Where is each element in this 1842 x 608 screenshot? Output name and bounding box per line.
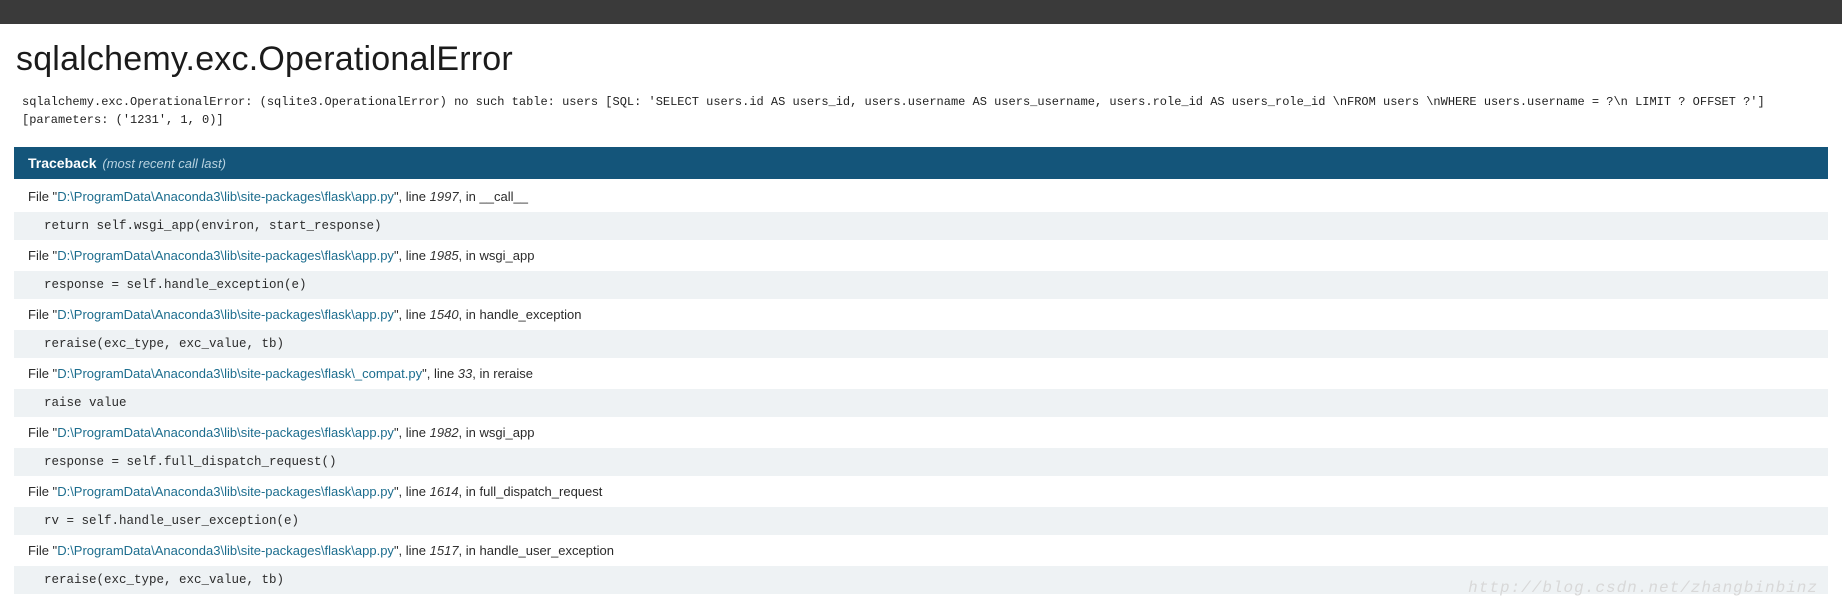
frame-code[interactable]: reraise(exc_type, exc_value, tb)	[14, 566, 1828, 594]
line-prefix: ", line	[394, 425, 430, 440]
frame-line: 1517	[430, 543, 459, 558]
frame-func: full_dispatch_request	[480, 484, 603, 499]
in-prefix: , in	[459, 484, 480, 499]
frame-path: D:\ProgramData\Anaconda3\lib\site-packag…	[57, 543, 394, 558]
frame-location[interactable]: File "D:\ProgramData\Anaconda3\lib\site-…	[14, 299, 1828, 330]
frame-line: 1982	[430, 425, 459, 440]
frame-code[interactable]: response = self.handle_exception(e)	[14, 271, 1828, 299]
in-prefix: , in	[459, 543, 480, 558]
line-prefix: ", line	[394, 307, 430, 322]
file-prefix: File "	[28, 484, 57, 499]
frame-code[interactable]: reraise(exc_type, exc_value, tb)	[14, 330, 1828, 358]
frame-location[interactable]: File "D:\ProgramData\Anaconda3\lib\site-…	[14, 417, 1828, 448]
frame-func: reraise	[493, 366, 533, 381]
error-page: sqlalchemy.exc.OperationalError sqlalche…	[0, 40, 1842, 608]
line-prefix: ", line	[394, 248, 430, 263]
in-prefix: , in	[459, 189, 480, 204]
traceback-header: Traceback (most recent call last)	[14, 147, 1828, 179]
window-titlebar	[0, 0, 1842, 24]
frame-func: handle_user_exception	[480, 543, 614, 558]
frame-location[interactable]: File "D:\ProgramData\Anaconda3\lib\site-…	[14, 181, 1828, 212]
in-prefix: , in	[459, 307, 480, 322]
file-prefix: File "	[28, 189, 57, 204]
file-prefix: File "	[28, 307, 57, 322]
frame-path: D:\ProgramData\Anaconda3\lib\site-packag…	[57, 307, 394, 322]
line-prefix: ", line	[422, 366, 458, 381]
in-prefix: , in	[459, 248, 480, 263]
file-prefix: File "	[28, 543, 57, 558]
frame-path: D:\ProgramData\Anaconda3\lib\site-packag…	[57, 484, 394, 499]
in-prefix: , in	[472, 366, 493, 381]
frame-path: D:\ProgramData\Anaconda3\lib\site-packag…	[57, 248, 394, 263]
traceback-frame[interactable]: File "D:\ProgramData\Anaconda3\lib\site-…	[14, 181, 1828, 240]
frame-line: 1997	[430, 189, 459, 204]
frame-location[interactable]: File "D:\ProgramData\Anaconda3\lib\site-…	[14, 476, 1828, 507]
traceback-frames: File "D:\ProgramData\Anaconda3\lib\site-…	[14, 181, 1828, 594]
frame-path: D:\ProgramData\Anaconda3\lib\site-packag…	[57, 366, 422, 381]
frame-line: 1614	[430, 484, 459, 499]
error-heading: sqlalchemy.exc.OperationalError	[16, 40, 1828, 79]
traceback-frame[interactable]: File "D:\ProgramData\Anaconda3\lib\site-…	[14, 535, 1828, 594]
frame-code[interactable]: raise value	[14, 389, 1828, 417]
frame-location[interactable]: File "D:\ProgramData\Anaconda3\lib\site-…	[14, 535, 1828, 566]
traceback-label: Traceback	[28, 155, 97, 171]
file-prefix: File "	[28, 248, 57, 263]
frame-path: D:\ProgramData\Anaconda3\lib\site-packag…	[57, 189, 394, 204]
frame-code[interactable]: rv = self.handle_user_exception(e)	[14, 507, 1828, 535]
traceback-frame[interactable]: File "D:\ProgramData\Anaconda3\lib\site-…	[14, 476, 1828, 535]
frame-code[interactable]: return self.wsgi_app(environ, start_resp…	[14, 212, 1828, 240]
file-prefix: File "	[28, 425, 57, 440]
traceback-frame[interactable]: File "D:\ProgramData\Anaconda3\lib\site-…	[14, 358, 1828, 417]
traceback-frame[interactable]: File "D:\ProgramData\Anaconda3\lib\site-…	[14, 240, 1828, 299]
frame-line: 1985	[430, 248, 459, 263]
traceback-subtitle: (most recent call last)	[102, 156, 226, 171]
in-prefix: , in	[459, 425, 480, 440]
frame-location[interactable]: File "D:\ProgramData\Anaconda3\lib\site-…	[14, 358, 1828, 389]
line-prefix: ", line	[394, 484, 430, 499]
traceback-frame[interactable]: File "D:\ProgramData\Anaconda3\lib\site-…	[14, 299, 1828, 358]
frame-func: wsgi_app	[480, 248, 535, 263]
file-prefix: File "	[28, 366, 57, 381]
frame-func: handle_exception	[480, 307, 582, 322]
frame-line: 33	[458, 366, 472, 381]
frame-line: 1540	[430, 307, 459, 322]
frame-func: __call__	[480, 189, 528, 204]
traceback-frame[interactable]: File "D:\ProgramData\Anaconda3\lib\site-…	[14, 417, 1828, 476]
frame-code[interactable]: response = self.full_dispatch_request()	[14, 448, 1828, 476]
frame-location[interactable]: File "D:\ProgramData\Anaconda3\lib\site-…	[14, 240, 1828, 271]
frame-path: D:\ProgramData\Anaconda3\lib\site-packag…	[57, 425, 394, 440]
line-prefix: ", line	[394, 189, 430, 204]
error-message: sqlalchemy.exc.OperationalError: (sqlite…	[22, 93, 1828, 129]
frame-func: wsgi_app	[480, 425, 535, 440]
line-prefix: ", line	[394, 543, 430, 558]
